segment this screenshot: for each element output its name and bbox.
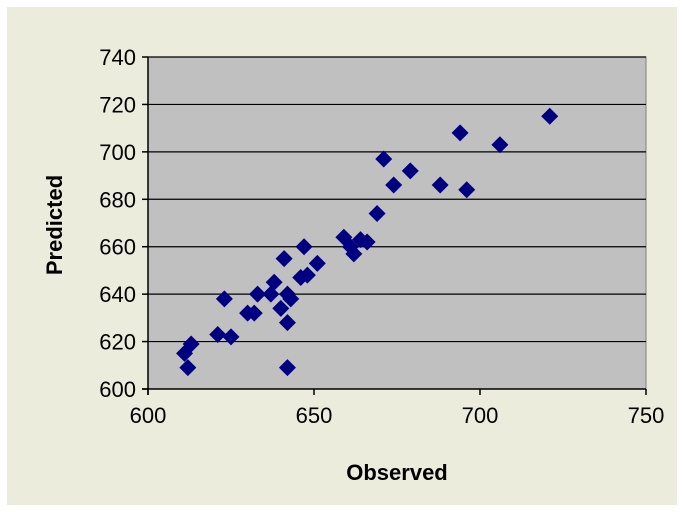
data-point-13 xyxy=(275,250,293,268)
data-points xyxy=(176,107,559,377)
data-point-10 xyxy=(262,285,280,303)
axes xyxy=(142,56,647,395)
data-point-15 xyxy=(278,359,296,377)
y-tick-label-740: 740 xyxy=(99,45,136,70)
data-point-2 xyxy=(179,359,197,377)
data-point-4 xyxy=(209,325,227,343)
data-point-14 xyxy=(278,314,296,332)
data-point-24 xyxy=(345,245,363,263)
data-point-5 xyxy=(215,290,233,308)
x-tick-label-700: 700 xyxy=(462,403,499,428)
x-tick-label-750: 750 xyxy=(628,403,665,428)
y-tick-label-720: 720 xyxy=(99,92,136,117)
data-point-20 xyxy=(298,266,316,284)
data-point-32 xyxy=(451,124,469,142)
data-point-27 xyxy=(368,205,386,223)
y-tick-label-700: 700 xyxy=(99,140,136,165)
x-axis-title: Observed xyxy=(346,460,448,485)
y-axis-title: Predicted xyxy=(42,175,67,275)
data-point-11 xyxy=(265,273,283,291)
y-tick-label-680: 680 xyxy=(99,187,136,212)
data-point-34 xyxy=(491,136,509,154)
data-point-6 xyxy=(222,328,240,346)
y-tick-label-620: 620 xyxy=(99,330,136,355)
data-point-26 xyxy=(358,233,376,251)
y-tick-label-660: 660 xyxy=(99,235,136,260)
data-point-35 xyxy=(541,107,559,125)
data-point-9 xyxy=(249,285,267,303)
y-tick-label-640: 640 xyxy=(99,282,136,307)
data-point-3 xyxy=(182,335,200,353)
data-point-31 xyxy=(431,176,449,194)
tick-labels: 600 620 640 660 680 700 720 740 600 650 700 750 xyxy=(99,45,664,428)
data-point-29 xyxy=(385,176,403,194)
data-point-21 xyxy=(308,254,326,272)
data-point-30 xyxy=(401,162,419,180)
data-point-17 xyxy=(282,290,300,308)
data-point-12 xyxy=(272,299,290,317)
data-point-19 xyxy=(295,238,313,256)
data-point-28 xyxy=(375,150,393,168)
data-point-8 xyxy=(245,304,263,322)
plot-area xyxy=(147,56,647,390)
y-tick-label-600: 600 xyxy=(99,377,136,402)
x-tick-label-600: 600 xyxy=(130,403,167,428)
data-point-33 xyxy=(458,181,476,199)
x-tick-label-650: 650 xyxy=(296,403,333,428)
